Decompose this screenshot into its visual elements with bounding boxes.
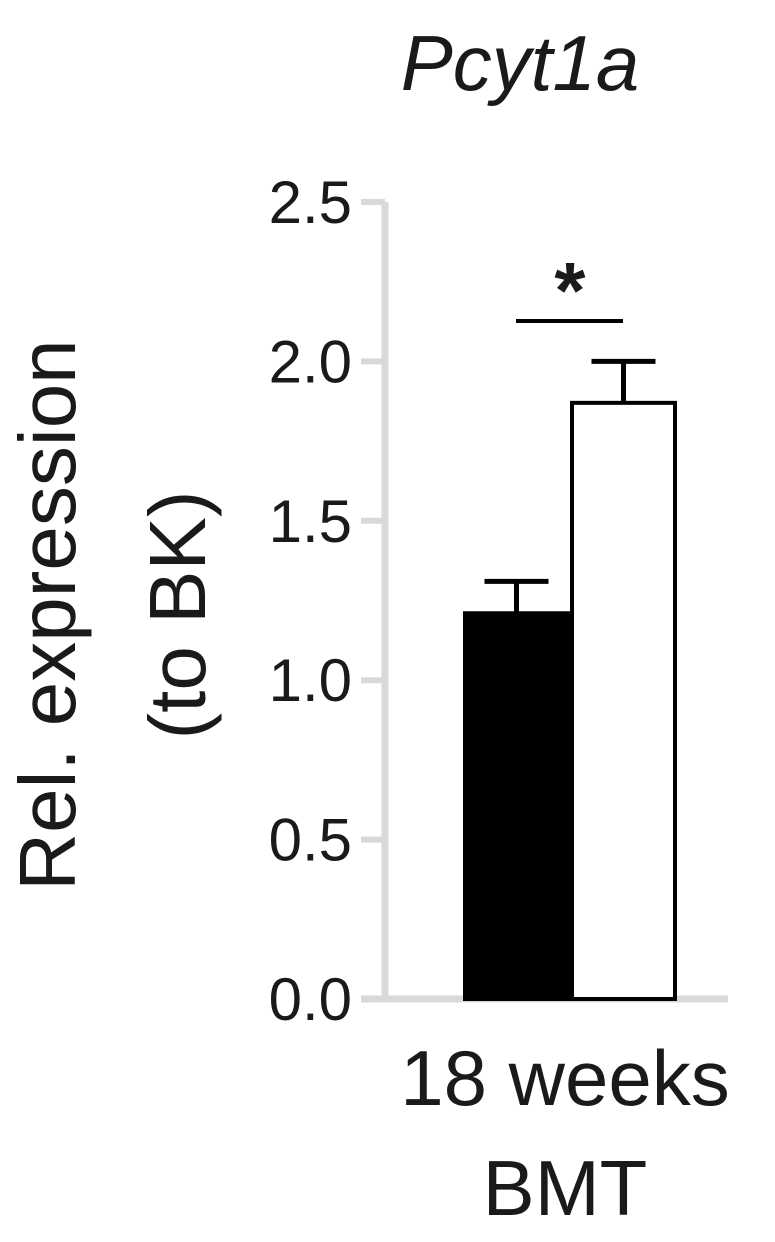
significance-star: * [554,246,586,335]
y-axis-label-line-1: Rel. expression [3,339,92,890]
chart-title: Pcyt1a [401,19,639,107]
bar [570,400,677,1001]
bars [463,358,677,1001]
y-axis-label: Rel. expression (to BK) [3,339,222,890]
y-tick-label: 1.0 [269,647,352,714]
y-axis-ticks: 0.0 0.5 1.0 1.5 2.0 2.5 [269,169,385,1033]
y-tick-label: 2.5 [269,169,352,236]
x-axis-label-line-2: BMT [483,1144,648,1232]
y-tick-label: 0.5 [269,807,352,874]
bar [463,611,570,1001]
y-tick-label: 1.5 [269,488,352,555]
x-axis-label-line-1: 18 weeks [400,1034,730,1122]
y-tick-label: 0.0 [269,966,352,1033]
y-axis-label-line-2: (to BK) [133,491,222,740]
y-tick-label: 2.0 [269,328,352,395]
